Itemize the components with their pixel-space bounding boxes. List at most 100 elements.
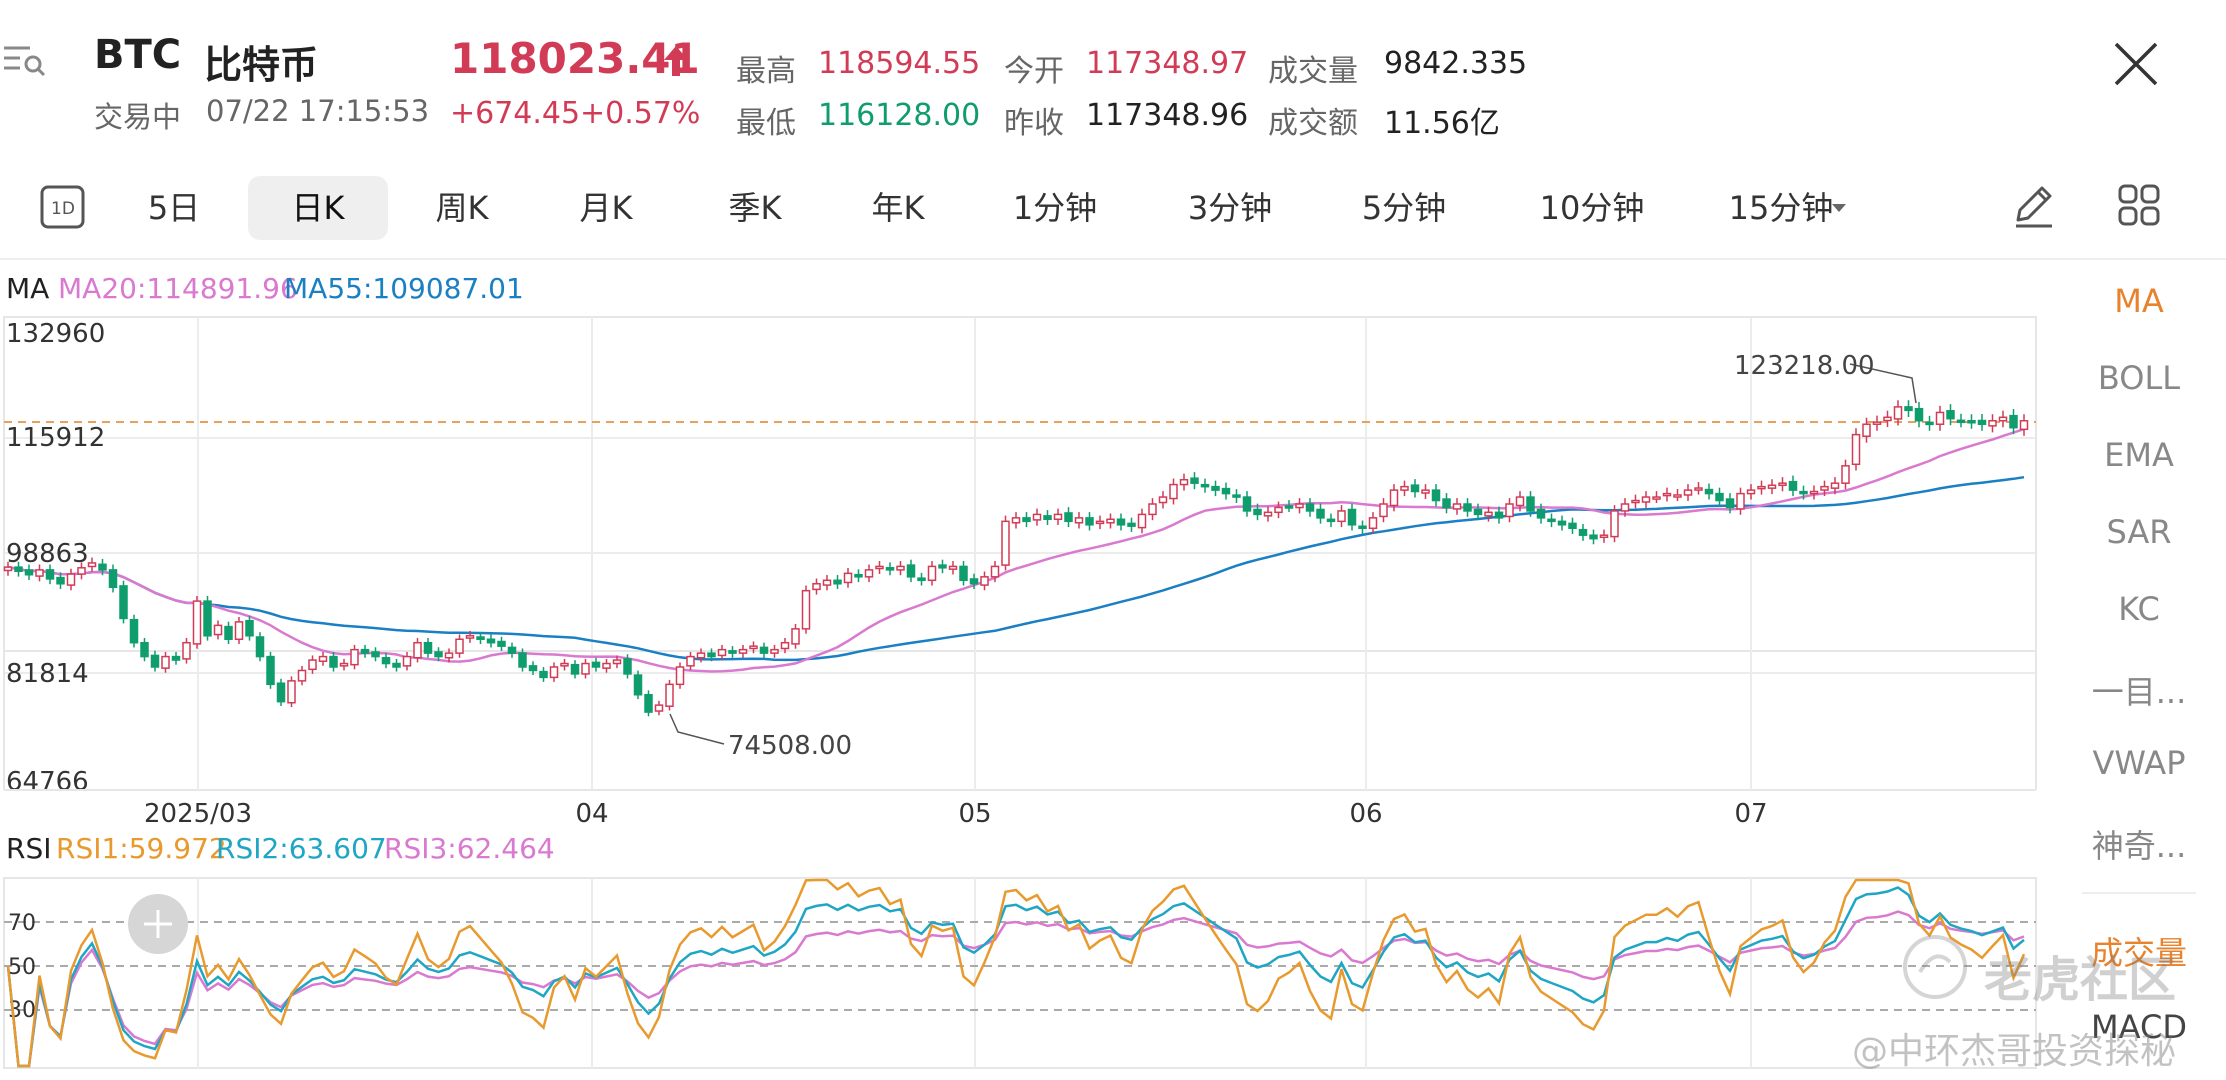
candlestick — [1253, 503, 1262, 521]
candlestick — [476, 632, 485, 645]
candlestick — [1379, 498, 1388, 523]
menu-search-icon[interactable] — [0, 40, 48, 80]
candlestick — [1977, 413, 1987, 431]
candlestick — [1137, 508, 1147, 534]
high-annotation-label: 123218.00 — [1734, 351, 1875, 381]
intraday-1d-button[interactable]: 1D — [40, 184, 86, 230]
rsi1-legend: RSI1:59.972 — [56, 832, 227, 865]
candlestick — [696, 648, 706, 663]
candlestick — [192, 595, 202, 649]
candlestick — [1547, 513, 1556, 528]
indicator-volume[interactable]: 成交量 — [2090, 934, 2187, 972]
rsi3-line — [6, 910, 2025, 1068]
candlestick — [665, 679, 674, 711]
indicator-ma[interactable]: MA — [2114, 282, 2164, 320]
candlestick — [108, 564, 118, 593]
indicator-boll[interactable]: BOLL — [2097, 359, 2181, 397]
y-tick-label: 98863 — [6, 539, 89, 569]
candlestick — [1925, 415, 1934, 431]
candlestick — [518, 648, 527, 672]
candlestick — [171, 651, 181, 665]
candlestick — [528, 661, 538, 676]
x-tick-label: 04 — [575, 799, 608, 829]
chevron-down-icon[interactable] — [1830, 200, 1848, 219]
ma20-line — [7, 427, 2025, 673]
symbol-code: BTC — [94, 32, 182, 78]
candlestick — [969, 573, 979, 590]
tab-quarterly-k[interactable]: 季K — [728, 189, 782, 227]
open-label: 今开 — [1004, 54, 1064, 89]
candlestick — [1715, 487, 1724, 507]
candlestick — [675, 662, 685, 689]
candlestick — [1431, 484, 1441, 507]
candlestick — [497, 636, 506, 651]
candlestick — [1106, 513, 1115, 529]
tab-1min[interactable]: 1分钟 — [1012, 189, 1098, 227]
price-chart[interactable]: MA MA20:114891.96 MA55:109087.01 132960 … — [0, 260, 2050, 1080]
indicator-sar[interactable]: SAR — [2106, 513, 2172, 551]
candlestick — [1862, 417, 1871, 443]
candlestick — [129, 614, 139, 648]
candlestick — [1799, 485, 1808, 500]
rsi2-line — [6, 886, 2025, 1068]
high-annotation-leader — [1849, 363, 1917, 404]
candlestick — [549, 662, 559, 682]
rsi-tick-label: 50 — [8, 955, 36, 980]
candlestick — [1158, 491, 1168, 509]
watermark-brand: 老虎社区 — [1984, 952, 2177, 1008]
candlestick — [1767, 479, 1777, 495]
tab-5min[interactable]: 5分钟 — [1361, 189, 1447, 227]
candlestick — [1589, 529, 1598, 545]
candlestick — [486, 634, 496, 648]
candlestick — [1557, 515, 1567, 531]
candlestick — [213, 620, 223, 640]
candlestick — [150, 650, 160, 672]
candlestick — [717, 644, 727, 661]
tab-yearly-k[interactable]: 年K — [871, 189, 925, 227]
candlestick — [1820, 480, 1829, 497]
tab-daily-k[interactable]: 日K — [248, 176, 388, 240]
candlestick — [35, 564, 44, 582]
tab-15min[interactable]: 15分钟 — [1728, 189, 1834, 227]
candlestick — [1148, 498, 1157, 521]
candlestick — [119, 580, 128, 624]
candlestick — [1736, 487, 1745, 515]
tab-5day[interactable]: 5日 — [147, 189, 201, 227]
indicator-ema[interactable]: EMA — [2104, 436, 2174, 474]
candlestick — [875, 561, 884, 574]
y-tick-label: 115912 — [6, 423, 105, 453]
indicator-magic[interactable]: 神奇... — [2091, 827, 2187, 865]
candlestick — [1536, 503, 1546, 524]
high-value: 118594.55 — [818, 46, 981, 81]
tab-3min[interactable]: 3分钟 — [1187, 189, 1273, 227]
grid-layout-icon[interactable] — [2116, 182, 2164, 230]
close-icon[interactable] — [2112, 40, 2160, 88]
candlestick — [1673, 489, 1682, 502]
candlestick — [1022, 512, 1031, 528]
candlestick — [1652, 491, 1661, 503]
rsi2-legend: RSI2:63.607 — [216, 832, 387, 865]
candlestick — [864, 564, 874, 583]
price-change-pct: +0.57% — [580, 96, 701, 131]
candlestick — [1116, 513, 1126, 531]
turnover-label: 成交额 — [1268, 106, 1358, 141]
candlestick — [602, 658, 611, 673]
tab-10min[interactable]: 10分钟 — [1539, 189, 1645, 227]
x-tick-label: 06 — [1349, 799, 1382, 829]
candlestick — [77, 562, 86, 580]
candlestick — [1095, 515, 1105, 530]
indicator-vwap[interactable]: VWAP — [2092, 744, 2186, 782]
rsi3-legend: RSI3:62.464 — [384, 832, 555, 865]
tab-weekly-k[interactable]: 周K — [435, 189, 489, 227]
candlestick — [444, 648, 454, 663]
indicator-ichimoku[interactable]: 一目... — [2091, 673, 2187, 711]
candlestick — [833, 575, 842, 590]
indicator-macd[interactable]: MACD — [2091, 1008, 2187, 1046]
candlestick — [234, 616, 244, 645]
indicator-kc[interactable]: KC — [2118, 590, 2160, 628]
draw-pen-icon[interactable] — [2008, 180, 2060, 232]
tab-monthly-k[interactable]: 月K — [579, 189, 633, 227]
candlestick — [1526, 491, 1535, 517]
add-indicator-button[interactable] — [128, 894, 188, 954]
candlestick — [780, 637, 790, 654]
